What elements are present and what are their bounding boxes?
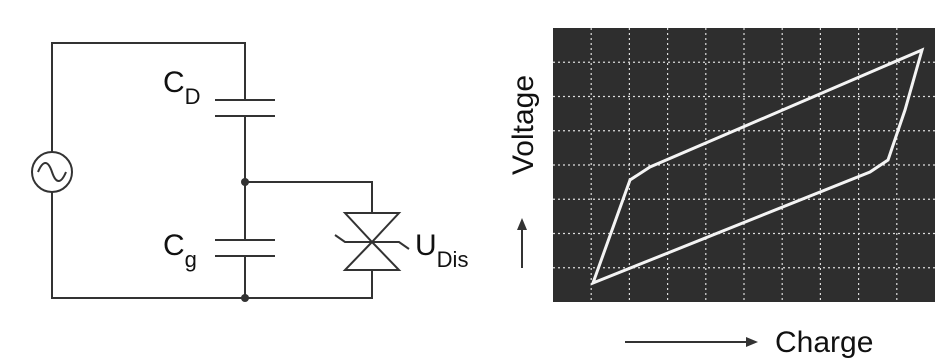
y-axis-label: Voltage: [507, 75, 540, 175]
oscilloscope: Voltage Charge: [507, 28, 935, 359]
node: [241, 178, 249, 186]
dielectric-barrier-symbol: [335, 213, 409, 270]
wire: [52, 43, 245, 152]
circuit: CD Cg UDis: [32, 43, 468, 302]
arrowhead: [517, 218, 527, 230]
figure: CD Cg UDis Voltage Charge: [0, 0, 951, 363]
label: Cg: [163, 229, 197, 272]
label: UDis: [415, 229, 468, 272]
x-axis-label: Charge: [775, 326, 873, 359]
arrowhead: [746, 337, 758, 347]
wire: [52, 192, 372, 298]
node: [241, 294, 249, 302]
label: CD: [163, 66, 201, 109]
wire: [245, 182, 372, 213]
sine: [38, 163, 66, 181]
